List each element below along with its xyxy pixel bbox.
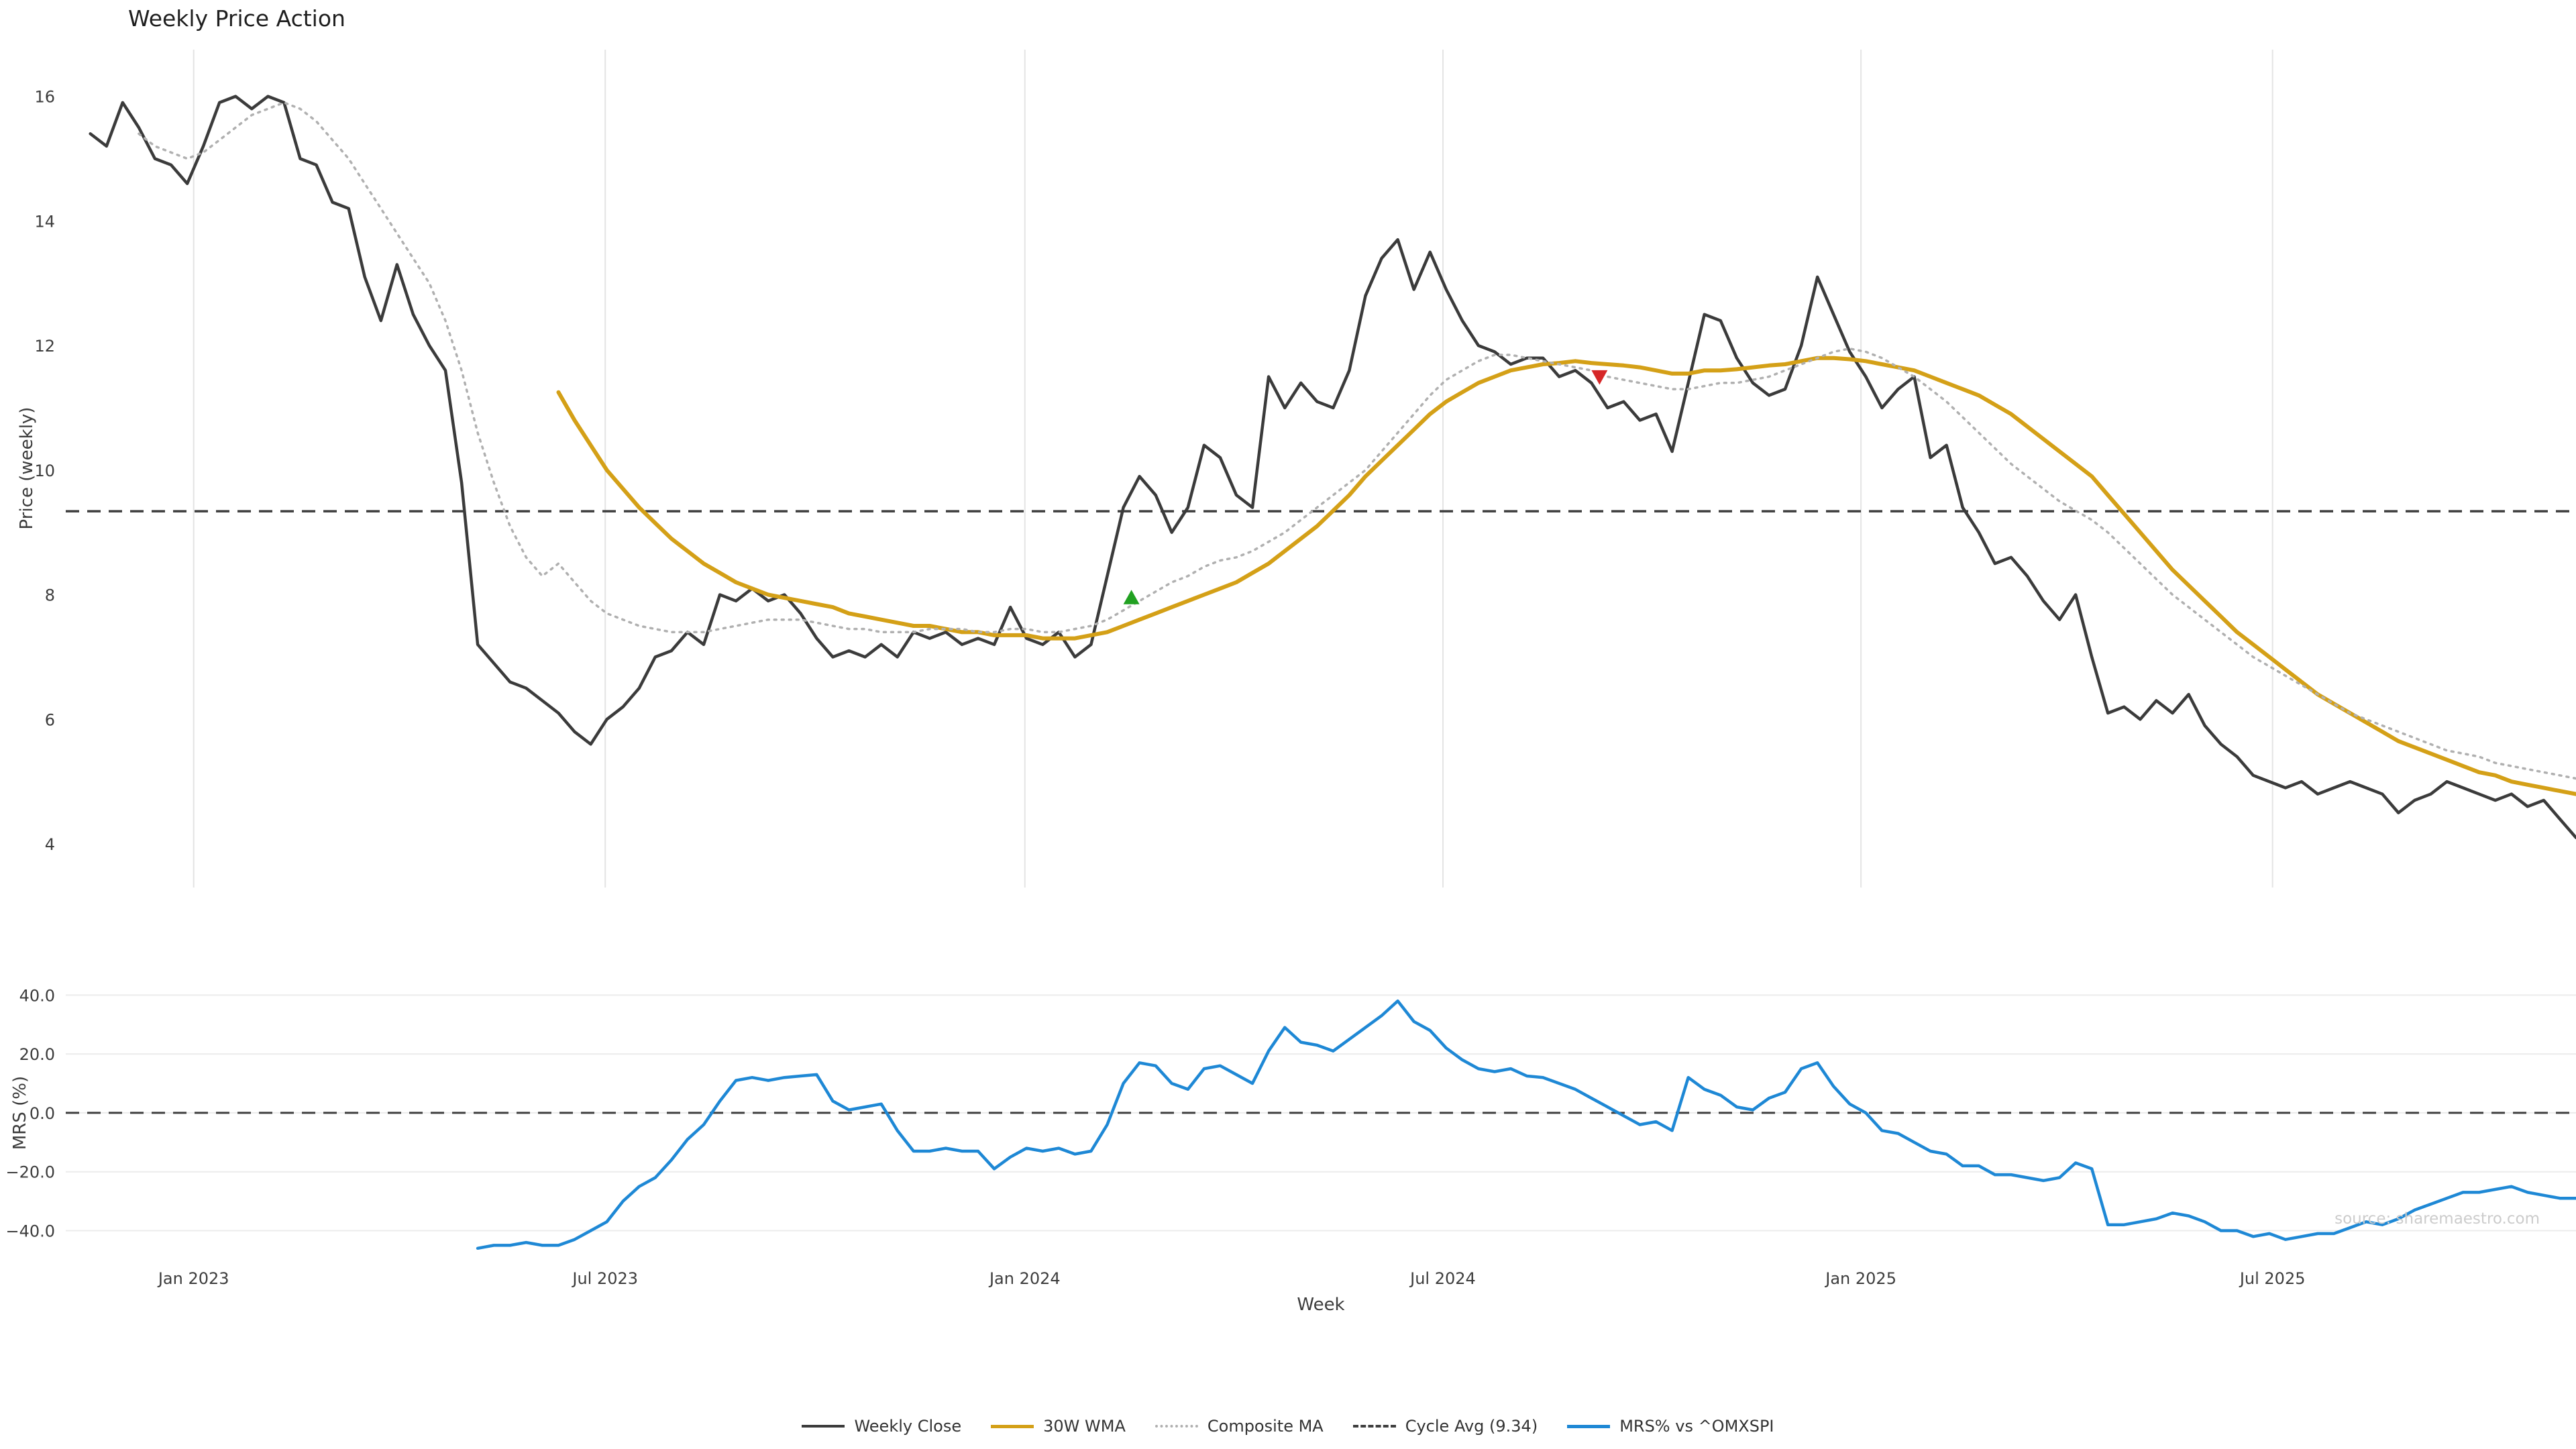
svg-text:−20.0: −20.0 <box>5 1163 55 1182</box>
svg-text:8: 8 <box>45 586 55 605</box>
chart-title: Weekly Price Action <box>128 5 345 32</box>
svg-text:Jul 2025: Jul 2025 <box>2239 1269 2306 1288</box>
mrs-line-swatch <box>1567 1424 1611 1428</box>
weekly-close-line-swatch <box>802 1425 845 1428</box>
composite-ma-line-swatch <box>1155 1425 1198 1428</box>
legend-label-weekly-close: Weekly Close <box>854 1417 962 1436</box>
legend-item-weekly-close: Weekly Close <box>802 1417 961 1436</box>
svg-text:Jul 2024: Jul 2024 <box>1409 1269 1476 1288</box>
svg-text:10: 10 <box>34 462 55 480</box>
svg-text:Jan 2024: Jan 2024 <box>988 1269 1061 1288</box>
svg-text:12: 12 <box>34 337 55 356</box>
wma-line-swatch <box>991 1424 1034 1428</box>
svg-text:Jul 2023: Jul 2023 <box>571 1269 638 1288</box>
svg-text:Jan 2025: Jan 2025 <box>1824 1269 1896 1288</box>
svg-text:Jan 2023: Jan 2023 <box>157 1269 229 1288</box>
legend-item-mrs: MRS% vs ^OMXSPI <box>1567 1417 1774 1436</box>
svg-text:4: 4 <box>45 835 55 854</box>
legend-label-mrs: MRS% vs ^OMXSPI <box>1619 1417 1774 1436</box>
legend-label-30w-wma: 30W WMA <box>1043 1417 1126 1436</box>
cycle-avg-line-swatch <box>1352 1425 1396 1428</box>
watermark: source: sharemaestro.com <box>2334 1210 2540 1228</box>
x-axis-label: Week <box>1297 1295 1345 1315</box>
svg-text:14: 14 <box>34 212 55 231</box>
mrs-axis-label: MRS (%) <box>10 1075 30 1150</box>
legend-item-composite-ma: Composite MA <box>1155 1417 1324 1436</box>
legend: Weekly Close 30W WMA Composite MA Cycle … <box>0 1417 2576 1436</box>
legend-item-cycle-avg: Cycle Avg (9.34) <box>1352 1417 1538 1436</box>
svg-text:6: 6 <box>45 710 55 729</box>
svg-text:−40.0: −40.0 <box>5 1222 55 1240</box>
svg-text:0.0: 0.0 <box>30 1104 55 1123</box>
price-axis-label: Price (weekly) <box>17 407 37 530</box>
legend-label-composite-ma: Composite MA <box>1207 1417 1324 1436</box>
legend-label-cycle-avg: Cycle Avg (9.34) <box>1405 1417 1538 1436</box>
svg-text:16: 16 <box>34 88 55 107</box>
svg-text:20.0: 20.0 <box>19 1045 55 1064</box>
legend-item-30w-wma: 30W WMA <box>991 1417 1126 1436</box>
svg-text:40.0: 40.0 <box>19 986 55 1005</box>
